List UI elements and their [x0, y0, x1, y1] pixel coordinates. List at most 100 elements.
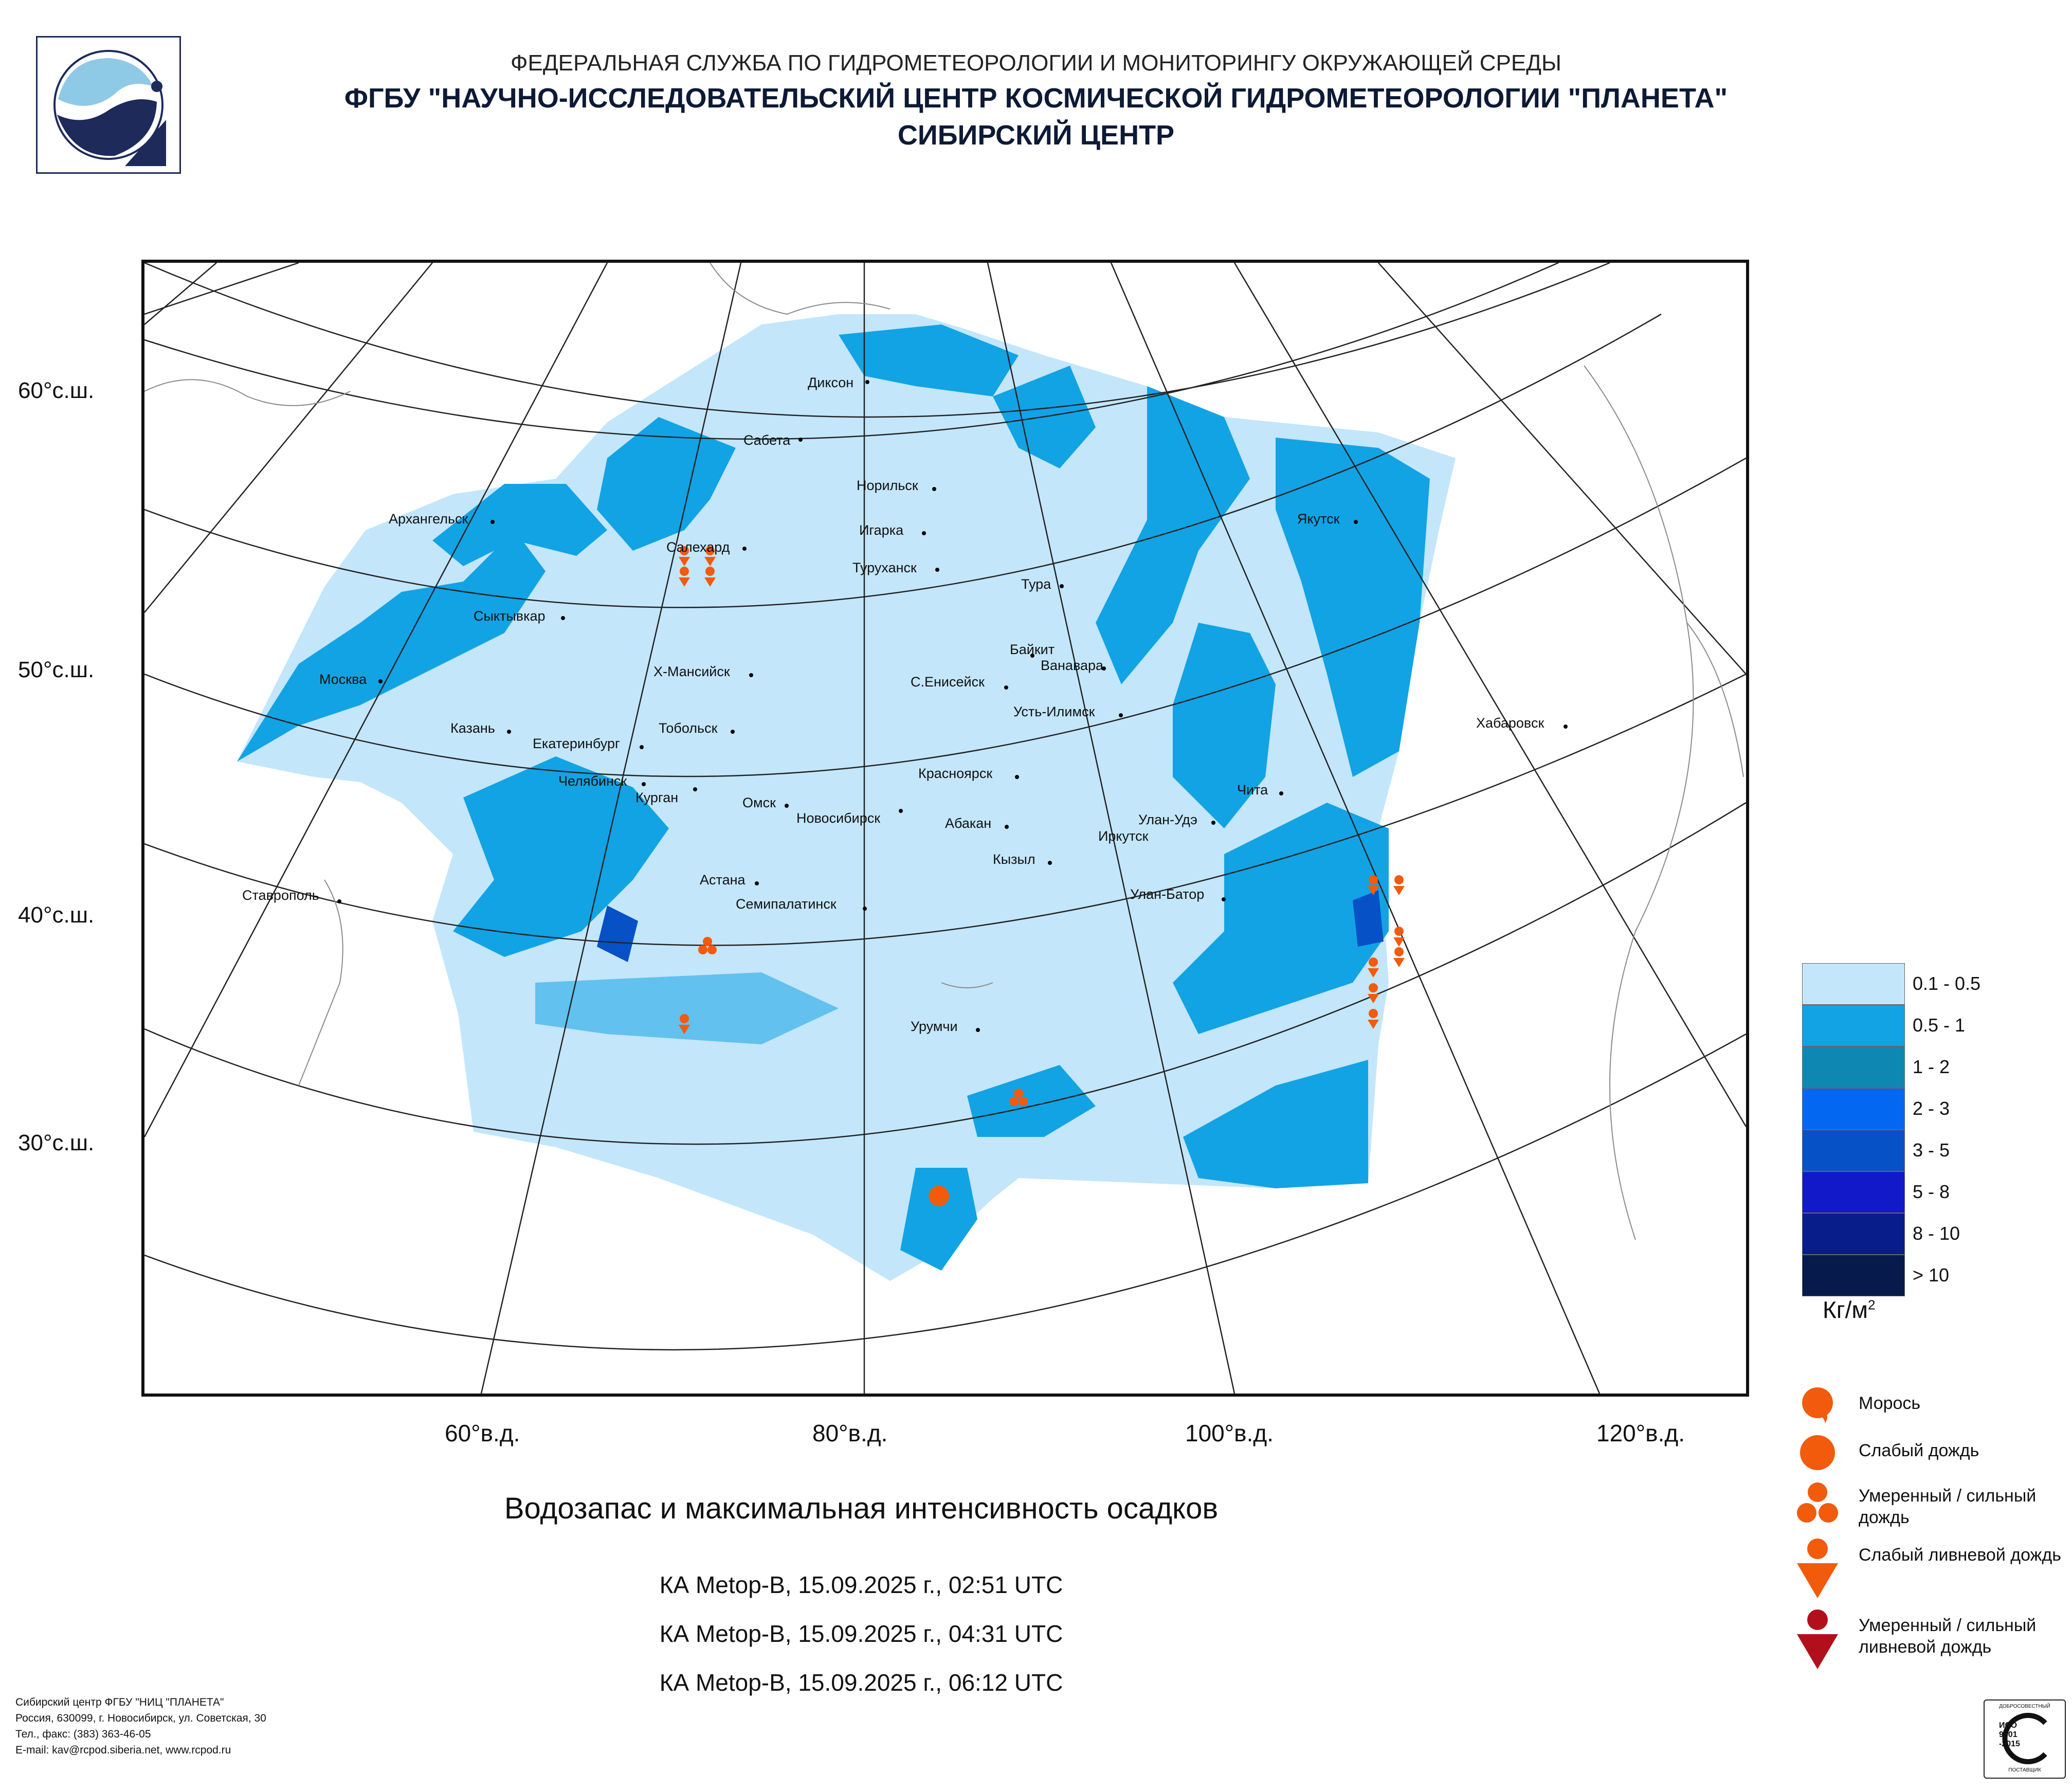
lat-label-50: 50°с.ш. [18, 657, 95, 682]
city-marker [561, 616, 565, 620]
city-label: Семипалатинск [736, 896, 837, 912]
city-marker [1354, 520, 1358, 524]
cloud-band [1276, 438, 1430, 777]
symbol-label: Морось [1859, 1394, 1921, 1413]
city-marker [693, 787, 697, 791]
longitude-line [1110, 263, 1601, 1394]
cloud-band [967, 1065, 1096, 1137]
city-marker [1048, 861, 1052, 865]
legend-swatch [1802, 1005, 1905, 1046]
map-panel: Диксон Сабета Норильск Архангельск Салех… [141, 260, 1749, 1397]
city-marker [899, 809, 903, 813]
city-label: Новосибирск [796, 810, 881, 826]
city-marker [1015, 775, 1019, 779]
city-marker [1211, 821, 1215, 825]
city-label: Курган [635, 790, 679, 805]
cloud-band [597, 417, 736, 551]
graticule [144, 263, 1746, 1394]
city-label: Астана [700, 872, 746, 888]
city-label: Сыктывкар [474, 608, 546, 624]
light-rain-symbol [929, 1186, 949, 1206]
city-marker [865, 380, 869, 384]
map-title: Водозапас и максимальная интенсивность о… [504, 1492, 1219, 1525]
iso-line: -2015 [1999, 1740, 2020, 1748]
legend-label: 5 - 8 [1913, 1181, 1950, 1202]
latitude-line [144, 263, 1610, 418]
legend-swatch [1802, 1130, 1905, 1171]
shower-symbol [1368, 1009, 1379, 1029]
legend-label: > 10 [1913, 1264, 1950, 1286]
iso-bottom-text: ПОСТАВЩИК [2008, 1767, 2041, 1773]
longitude-line [144, 263, 608, 1137]
latitude-line [144, 313, 1662, 608]
city-label: Ставрополь [242, 888, 319, 903]
lon-label-120: 120°в.д. [1596, 1420, 1685, 1446]
iso-text: ИСО 9001 -2015 [1999, 1721, 2020, 1749]
coastlines [144, 263, 1744, 1240]
city-marker [378, 679, 383, 683]
city-label: Улан-Батор [1130, 887, 1205, 902]
city-label: Чита [1237, 782, 1268, 798]
city-label: Салехард [666, 539, 730, 555]
city-marker [798, 438, 803, 442]
city-marker [742, 547, 747, 551]
city-marker [640, 745, 644, 749]
cloud-band [1173, 623, 1276, 828]
longitude-line [480, 263, 742, 1394]
city-label: Тура [1021, 576, 1051, 592]
light-rain-icon [1797, 1432, 1838, 1473]
planeta-logo [36, 36, 181, 174]
city-marker [1222, 897, 1226, 901]
city-label: Урумчи [911, 1019, 958, 1034]
latitude-line [144, 802, 1746, 1145]
symbol-label: Умеренный / сильный дождь [1859, 1486, 2037, 1527]
city-marker [922, 531, 926, 535]
satellite-pass: КА Metop-B, 15.09.2025 г., 06:12 UTC [659, 1669, 1063, 1696]
footer-line: Сибирский центр ФГБУ "НИЦ "ПЛАНЕТА" [15, 1696, 224, 1708]
city-label: Якутск [1297, 511, 1340, 527]
city-marker [1564, 725, 1568, 729]
legend-label: 3 - 5 [1913, 1139, 1950, 1161]
legend-label: 0.1 - 0.5 [1913, 973, 1981, 994]
legend-swatch [1802, 1046, 1905, 1088]
iso-mark-icon [2002, 1713, 2047, 1764]
city-label: Усть-Илимск [1013, 704, 1095, 719]
shower-symbol [679, 1014, 690, 1034]
city-label: Челябинск [558, 773, 627, 789]
longitude-line [987, 263, 1235, 1394]
cloud-band [839, 324, 1019, 396]
footer-contacts: Сибирский центр ФГБУ "НИЦ "ПЛАНЕТА" Росс… [15, 1694, 266, 1758]
symbol-label: Умеренный / сильный ливневой дождь [1859, 1616, 2037, 1657]
legend-unit-text: Кг/м [1823, 1296, 1868, 1323]
city-marker [932, 487, 936, 491]
city-marker [731, 730, 735, 734]
moderate-shower-icon [1794, 1608, 1841, 1670]
city-label: Екатеринбург [533, 736, 620, 751]
heavy-precip [597, 906, 638, 962]
lon-label-100: 100°в.д. [1185, 1420, 1274, 1446]
heavy-precip [1353, 890, 1384, 947]
city-label: Тобольск [659, 720, 718, 736]
city-marker [785, 804, 789, 808]
lat-label-40: 40°с.ш. [18, 902, 95, 928]
legend-swatch [1802, 1255, 1905, 1296]
satellite-pass: КА Metop-B, 15.09.2025 г., 04:31 UTC [659, 1620, 1063, 1647]
city-marker [1279, 791, 1283, 795]
city-marker [976, 1028, 980, 1032]
legend-label: 0.5 - 1 [1913, 1015, 1966, 1036]
city-label: Улан-Удэ [1138, 812, 1197, 827]
iso-line: 9001 [1999, 1730, 2018, 1739]
latitude-line [144, 673, 1746, 946]
city-marker [749, 673, 753, 677]
legend-label: 2 - 3 [1913, 1098, 1950, 1119]
city-marker [1004, 685, 1008, 690]
city-label: Омск [742, 795, 776, 810]
shower-symbol [1368, 983, 1379, 1003]
city-marker [1030, 654, 1034, 658]
cloud-band [1096, 386, 1250, 684]
longitude-line [144, 263, 217, 325]
legend-swatch [1802, 1213, 1905, 1255]
legend-swatch [1802, 963, 1905, 1005]
legend-unit-sup: 2 [1867, 1297, 1876, 1313]
city-marker [863, 907, 867, 911]
